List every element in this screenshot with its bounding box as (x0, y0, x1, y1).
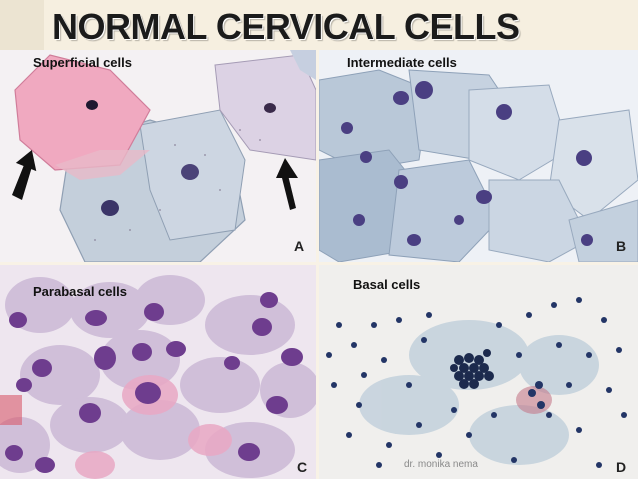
panel-label-intermediate: Intermediate cells (347, 55, 457, 70)
panel-parabasal: Parabasal cells C (0, 265, 316, 479)
panel-intermediate: Intermediate cells B (319, 50, 638, 262)
title-bar: NORMAL CERVICAL CELLS (0, 0, 638, 50)
image-credit: dr. monika nema (404, 459, 478, 470)
corner-decoration (0, 0, 44, 50)
panel-label-superficial: Superficial cells (33, 55, 132, 70)
superficial-cells-image (0, 50, 316, 262)
panel-letter-d: D (616, 459, 627, 475)
slide-title: NORMAL CERVICAL CELLS (52, 6, 520, 47)
panel-letter-a: A (294, 238, 305, 254)
parabasal-cells-image (0, 265, 316, 479)
panel-label-parabasal: Parabasal cells (33, 284, 127, 299)
panel-superficial: Superficial cells A (0, 50, 316, 262)
panel-basal: Basal cells D (319, 265, 638, 479)
intermediate-cells-image (319, 50, 638, 262)
basal-cells-image (319, 265, 638, 479)
panel-letter-c: C (297, 459, 308, 475)
panel-label-basal: Basal cells (353, 277, 421, 292)
panel-letter-b: B (616, 238, 627, 254)
